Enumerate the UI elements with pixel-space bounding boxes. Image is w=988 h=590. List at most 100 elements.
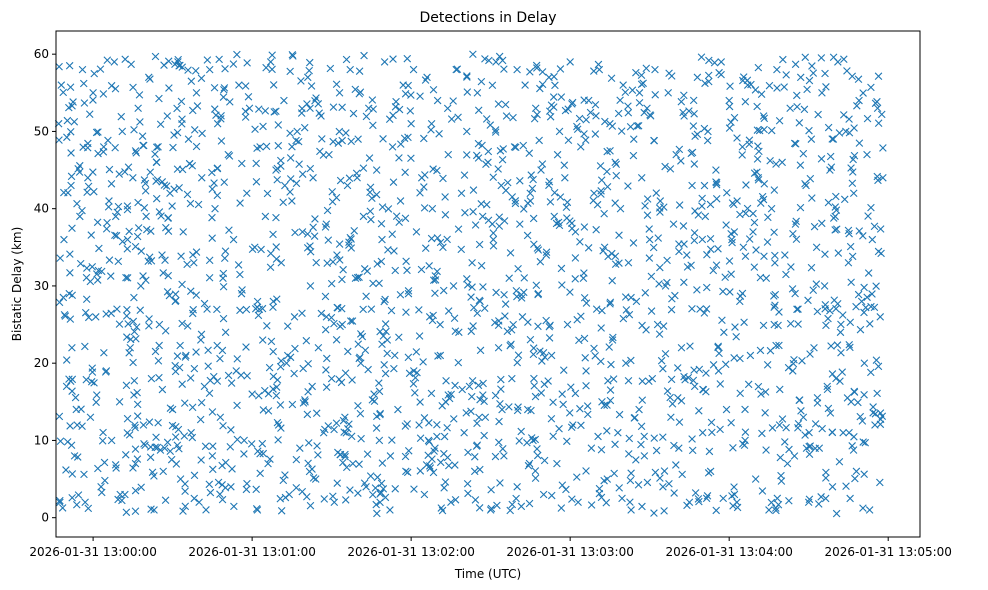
data-point <box>321 325 330 334</box>
data-point <box>123 305 131 314</box>
data-point <box>321 292 330 301</box>
data-point <box>99 428 107 437</box>
data-point <box>643 195 652 203</box>
data-point <box>409 380 418 388</box>
data-point <box>94 464 102 473</box>
data-point <box>497 385 505 393</box>
data-point <box>322 313 331 321</box>
data-point <box>416 434 425 442</box>
data-point <box>776 453 785 462</box>
data-point <box>597 190 605 198</box>
data-point <box>190 494 199 503</box>
data-point <box>349 459 357 468</box>
data-point <box>338 136 346 145</box>
data-point <box>243 59 251 67</box>
data-point <box>208 408 217 416</box>
data-point <box>742 181 750 189</box>
data-point <box>350 227 359 235</box>
data-point <box>210 179 218 187</box>
data-point <box>132 149 141 157</box>
data-point <box>468 376 477 385</box>
data-point <box>869 409 877 417</box>
data-point <box>183 322 192 330</box>
data-point <box>298 104 306 113</box>
data-point <box>869 403 877 411</box>
data-point <box>111 461 120 469</box>
data-point <box>253 144 261 153</box>
data-point <box>770 186 779 194</box>
data-point <box>229 235 238 244</box>
data-point <box>604 252 612 261</box>
data-point <box>641 202 649 210</box>
data-point <box>359 305 367 314</box>
data-point <box>312 409 321 417</box>
data-point <box>804 296 812 305</box>
data-point <box>69 98 77 106</box>
data-point <box>661 349 670 358</box>
data-point <box>640 432 649 441</box>
data-point <box>365 154 374 162</box>
data-point <box>68 343 76 352</box>
data-point <box>722 221 730 229</box>
data-point <box>753 126 762 134</box>
data-point <box>175 363 184 372</box>
data-point <box>364 104 373 113</box>
data-point <box>844 258 853 267</box>
data-point <box>473 309 482 318</box>
data-point <box>226 443 235 451</box>
data-point <box>876 225 885 233</box>
data-point <box>226 98 234 106</box>
data-point <box>122 508 131 517</box>
data-point <box>358 332 367 341</box>
data-point <box>298 487 307 496</box>
data-point <box>257 245 265 254</box>
data-point <box>425 262 433 270</box>
data-point <box>476 395 484 404</box>
data-point <box>650 434 659 442</box>
data-point <box>333 251 341 259</box>
data-point <box>348 376 356 384</box>
x-tick-label: 2026-01-31 13:02:00 <box>347 545 474 559</box>
data-point <box>545 177 554 186</box>
data-point <box>162 223 170 232</box>
data-point <box>473 419 481 428</box>
data-point <box>756 273 765 282</box>
data-point <box>507 326 516 334</box>
data-point <box>129 83 137 92</box>
data-point <box>200 299 209 308</box>
data-point <box>496 147 505 155</box>
data-point <box>65 61 74 70</box>
data-point <box>595 484 604 493</box>
data-point <box>191 67 200 75</box>
data-point <box>175 184 183 192</box>
data-point <box>98 437 107 445</box>
data-point <box>299 364 307 373</box>
data-point <box>305 66 313 75</box>
data-point <box>273 376 282 384</box>
data-point <box>555 221 564 230</box>
data-point <box>318 135 326 143</box>
data-point <box>566 58 574 66</box>
data-point <box>771 251 779 260</box>
data-point <box>741 252 750 261</box>
data-point <box>461 208 469 217</box>
data-point <box>772 506 780 515</box>
data-point <box>640 452 649 460</box>
data-point <box>345 174 354 182</box>
data-point <box>85 110 94 118</box>
data-point <box>179 228 188 236</box>
data-point <box>533 244 542 252</box>
data-point <box>290 369 298 378</box>
data-point <box>218 481 226 489</box>
data-point <box>567 383 575 391</box>
data-point <box>292 483 301 492</box>
data-point <box>395 218 403 226</box>
data-point <box>824 314 832 323</box>
data-point <box>301 396 309 404</box>
data-point <box>831 226 839 234</box>
data-point <box>76 259 85 268</box>
data-point <box>534 322 542 331</box>
x-axis: 2026-01-31 13:00:00 2026-01-31 13:01:00 20… <box>29 537 952 559</box>
data-point <box>357 434 365 443</box>
data-point <box>546 321 554 330</box>
